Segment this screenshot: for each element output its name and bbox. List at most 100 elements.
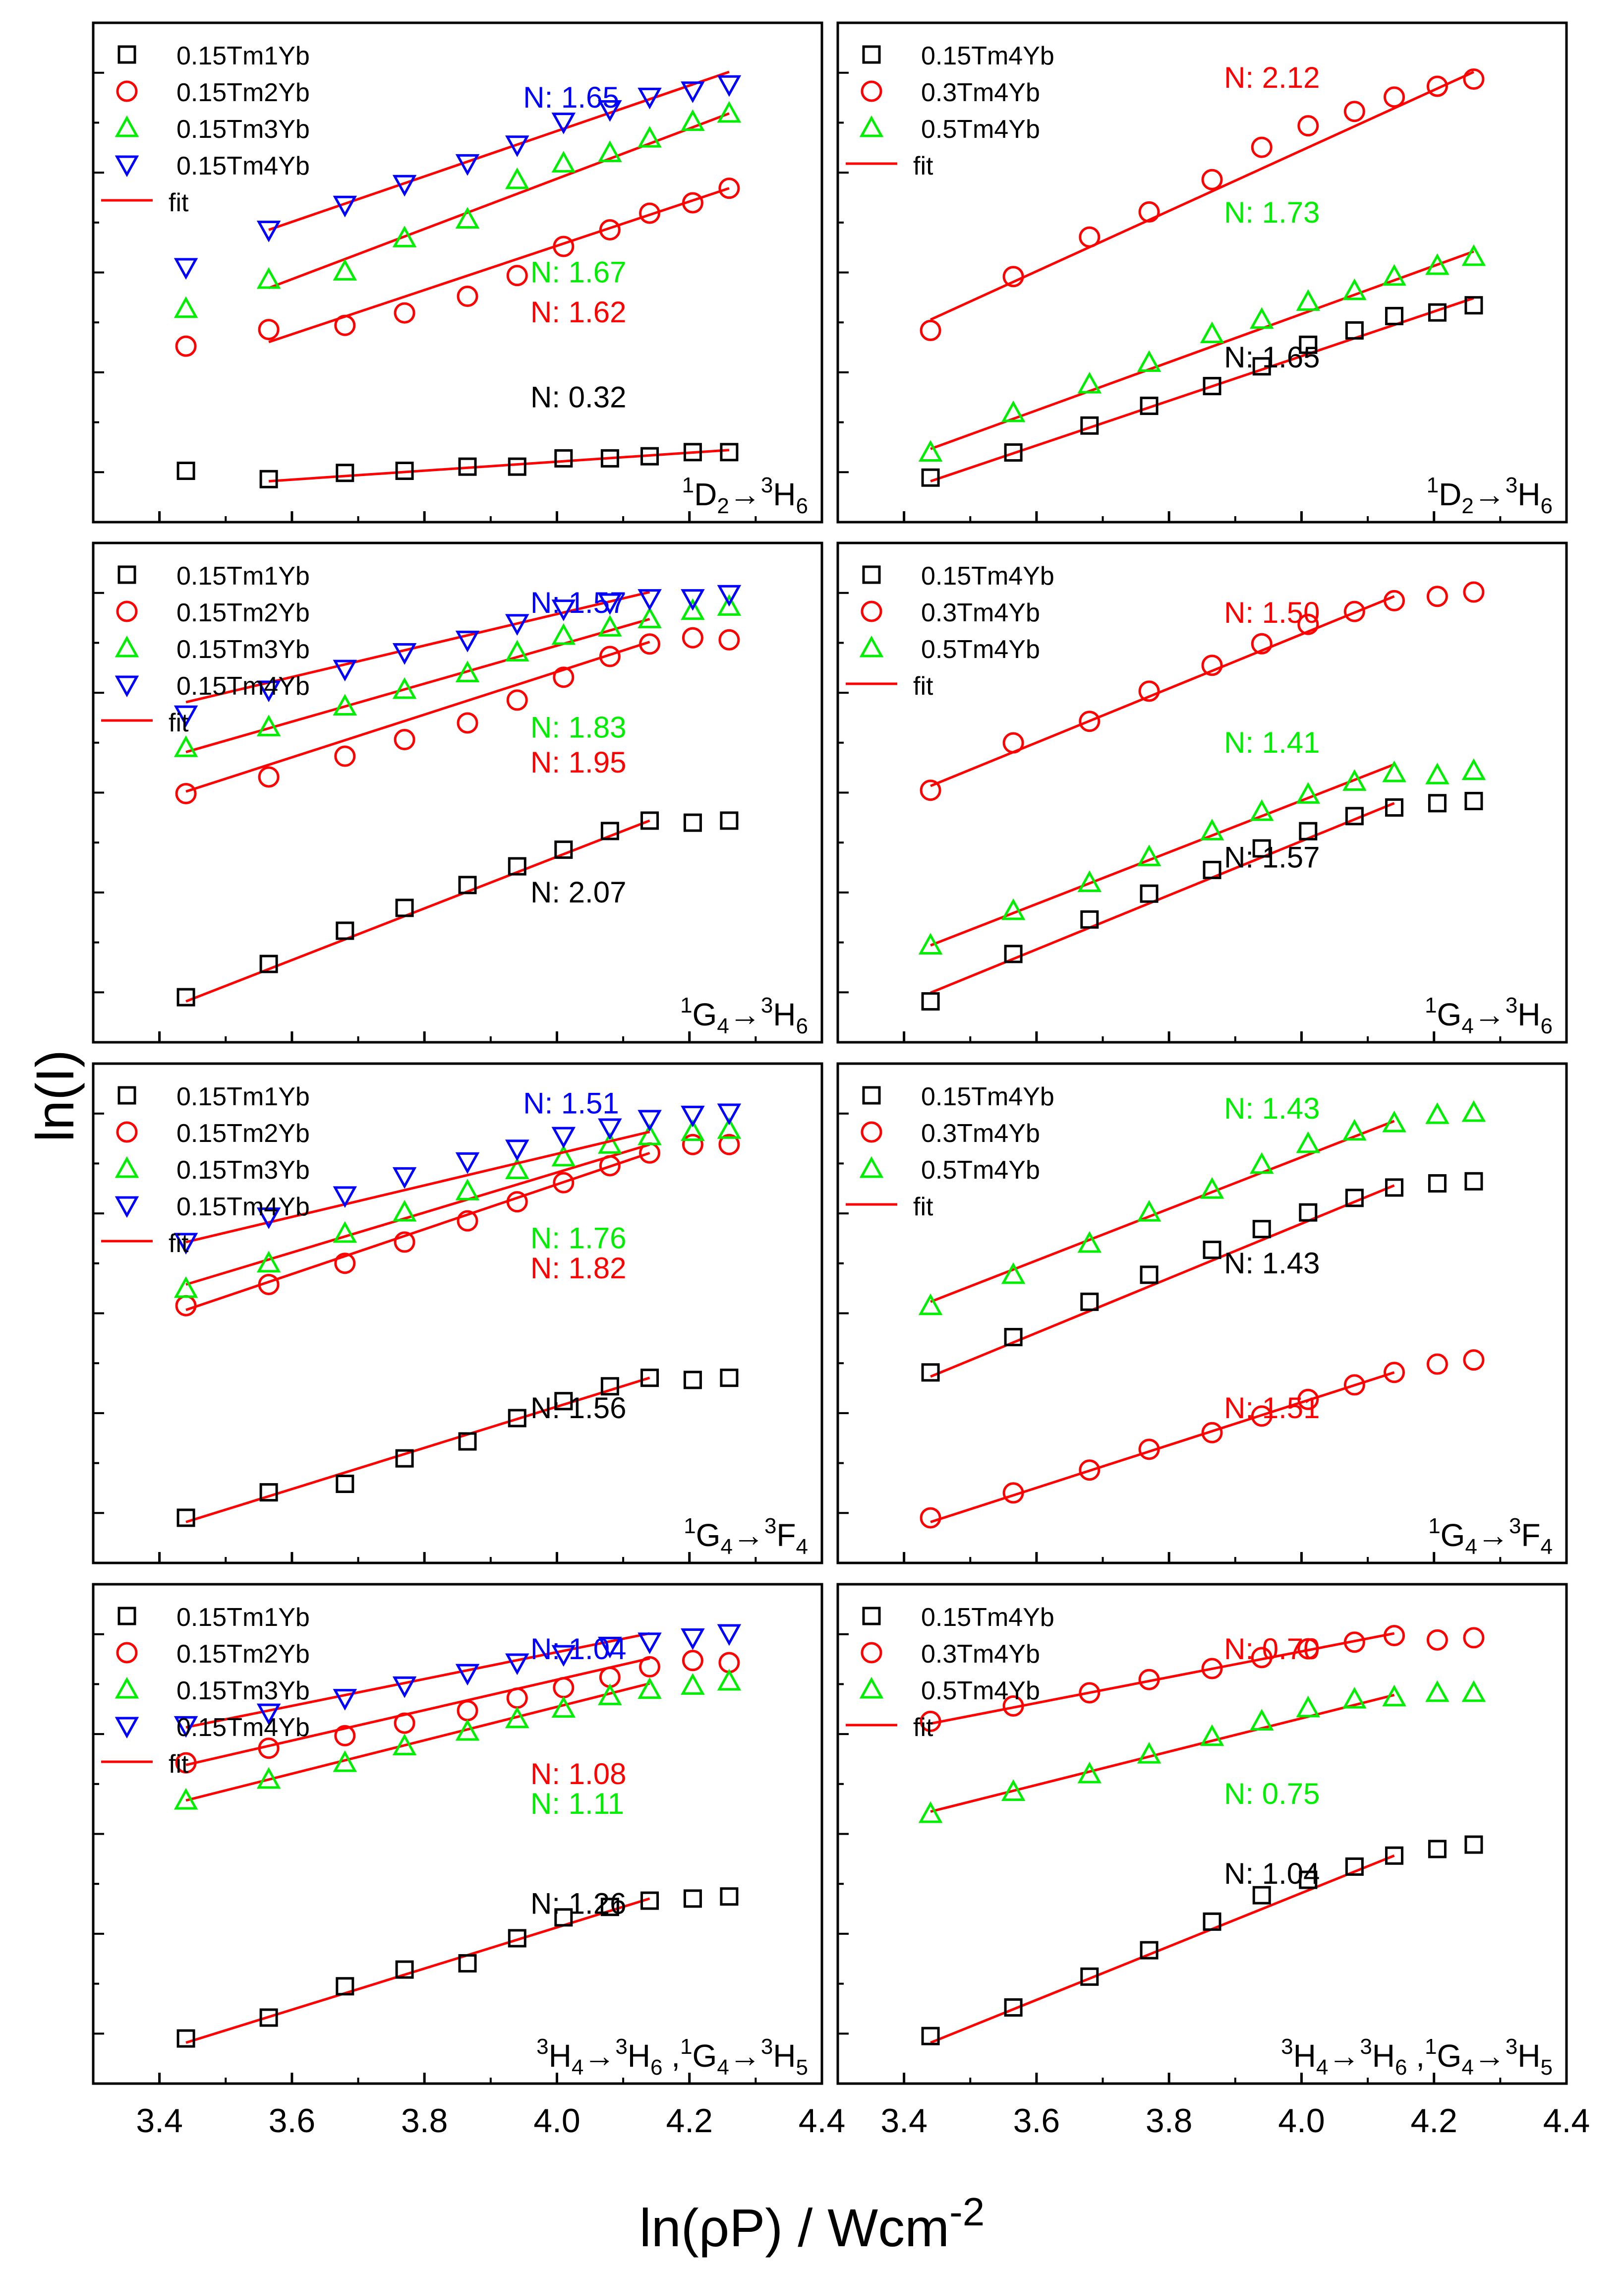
legend-marker-0.3Tm4Yb [861,600,882,622]
x-tick-label: 3.6 [269,2102,316,2140]
legend-label-0.15Tm1Yb: 0.15Tm1Yb [176,562,310,591]
n-label-0.15Tm2Yb: N: 1.95 [530,746,626,779]
data-point-0.15Tm3Yb [455,1719,480,1741]
legend-label-0.15Tm2Yb: 0.15Tm2Yb [176,78,310,107]
data-point-0.15Tm4Yb [1299,1203,1318,1222]
data-point-0.3Tm4Yb [1343,600,1365,622]
fit-line-0.15Tm2Yb [185,1657,650,1766]
data-point-0.15Tm4Yb [1004,945,1023,963]
data-point-0.15Tm4Yb [638,87,662,110]
data-point-0.15Tm1Yb [554,1392,573,1411]
data-point-0.15Tm1Yb [259,1483,278,1502]
data-point-0.15Tm2Yb [175,1295,197,1316]
data-point-0.5Tm4Yb [1001,1262,1026,1284]
data-point-0.15Tm4Yb [921,992,940,1011]
x-tick-label: 3.8 [401,2102,448,2140]
data-point-0.15Tm1Yb [640,447,659,466]
data-point-0.15Tm4Yb [1203,860,1221,879]
legend-label-0.15Tm3Yb: 0.15Tm3Yb [176,1156,310,1185]
data-point-0.15Tm4Yb [1080,1967,1099,1986]
n-label-0.15Tm1Yb: N: 0.32 [530,380,626,414]
fit-line-0.15Tm4Yb [185,591,650,704]
panel-right-3: N: 1.43 N: 1.51 N: 1.43 0.15Tm4Yb 0.3Tm4Yb 0.… [836,1062,1568,1564]
data-point-0.3Tm4Yb [1343,101,1365,122]
data-point-0.3Tm4Yb [1079,226,1101,248]
legend-marker-0.15Tm4Yb [115,1717,139,1739]
n-label-0.15Tm3Yb: N: 1.76 [530,1222,626,1255]
data-point-0.15Tm1Yb [336,921,354,940]
data-point-0.15Tm1Yb [176,462,195,480]
legend-label-0.5Tm4Yb: 0.5Tm4Yb [921,635,1040,664]
data-point-0.15Tm2Yb [639,202,661,224]
transition-label: 1G4→3H6 [1425,993,1553,1038]
fit-line-0.15Tm4Yb [268,70,730,231]
transition-label: 3H4→3H6 ,1G4→3H5 [1281,2034,1553,2080]
data-point-0.15Tm3Yb [392,677,417,699]
data-point-0.15Tm4Yb [681,1628,705,1650]
data-point-0.15Tm2Yb [682,192,703,214]
data-point-0.15Tm1Yb [600,1377,619,1396]
legend-marker-0.15Tm3Yb [115,1156,139,1178]
data-point-0.15Tm4Yb [551,1645,576,1667]
data-point-0.15Tm2Yb [334,745,356,767]
legend-fit-label: fit [169,1750,189,1779]
data-point-0.3Tm4Yb [1426,1353,1448,1375]
data-point-0.15Tm2Yb [599,646,621,667]
data-point-0.15Tm3Yb [638,1123,662,1145]
data-point-0.15Tm2Yb [258,766,280,788]
data-point-0.15Tm1Yb [554,840,573,859]
data-point-0.3Tm4Yb [920,1711,941,1733]
panel-left-4: N: 1.26 N: 1.08N: 1.11 N: 1.04 0.15Tm1Yb 0.1… [92,1583,823,2085]
n-label-0.15Tm2Yb: N: 1.62 [530,296,626,329]
data-point-0.15Tm4Yb [256,680,281,703]
data-point-0.3Tm4Yb [1201,1658,1223,1679]
data-point-0.3Tm4Yb [1079,711,1101,732]
data-point-0.15Tm1Yb [508,457,526,476]
transition-label: 1D2→3H6 [1427,473,1553,518]
fit-line-0.15Tm2Yb [185,641,650,793]
data-point-0.15Tm1Yb [683,443,702,462]
legend-label-0.3Tm4Yb: 0.3Tm4Yb [921,78,1040,107]
n-label-0.15Tm4Yb: N: 1.04 [530,1632,626,1666]
y-axis-label: ln(I) [25,1050,85,1142]
data-point-0.15Tm4Yb [1464,791,1483,810]
data-point-0.5Tm4Yb [918,1293,943,1316]
data-point-0.3Tm4Yb [920,1507,941,1529]
transition-label: 1D2→3H6 [682,473,808,518]
legend-label-0.15Tm4Yb: 0.15Tm4Yb [921,1082,1054,1111]
panel-right-2: N: 1.57 N: 1.50 N: 1.41 0.15Tm4Yb 0.3Tm4Yb 0.… [836,541,1568,1044]
data-point-0.15Tm4Yb [1345,1189,1364,1207]
data-point-0.3Tm4Yb [1079,1682,1101,1704]
data-point-0.15Tm1Yb [176,988,195,1007]
data-point-0.15Tm4Yb [1428,1174,1447,1193]
data-point-0.15Tm3Yb [256,1251,281,1273]
data-point-0.15Tm3Yb [392,226,417,247]
data-point-0.5Tm4Yb [1342,769,1367,791]
legend-label-0.15Tm3Yb: 0.15Tm3Yb [176,115,310,144]
n-label-0.15Tm1Yb: N: 1.26 [530,1887,626,1920]
n-label-0.15Tm1Yb: N: 2.07 [530,876,626,909]
x-tick-label: 4.0 [533,2102,580,2140]
data-point-0.15Tm4Yb [1004,1998,1023,2017]
legend-marker-0.15Tm3Yb [115,1676,139,1699]
legend-fit-label: fit [913,672,933,701]
fit-line-0.15Tm4Yb [930,1854,1395,2044]
fit-line-0.15Tm4Yb [930,1184,1395,1378]
data-point-0.5Tm4Yb [1001,898,1026,920]
legend-label-0.15Tm3Yb: 0.15Tm3Yb [176,635,310,664]
data-point-0.5Tm4Yb [1296,1695,1321,1718]
data-point-0.15Tm3Yb [551,623,576,645]
fit-line-0.3Tm4Yb [930,1371,1395,1523]
data-point-0.15Tm1Yb [683,1371,702,1389]
data-point-0.5Tm4Yb [1296,1131,1321,1153]
data-point-0.5Tm4Yb [1425,763,1450,784]
data-point-0.15Tm4Yb [1345,1857,1364,1876]
panel-right-4: N: 1.04 N: 0.70 N: 0.75 0.15Tm4Yb 0.3Tm4Yb 0.… [836,1583,1568,2085]
legend-marker-0.15Tm4Yb [115,1196,139,1218]
data-point-0.15Tm2Yb [718,178,740,199]
n-label-0.15Tm3Yb: N: 1.67 [530,256,626,289]
data-point-0.15Tm2Yb [506,1687,528,1709]
data-point-0.3Tm4Yb [1343,1374,1365,1396]
legend-label-0.15Tm4Yb: 0.15Tm4Yb [176,152,310,180]
n-label-0.15Tm1Yb: N: 1.56 [530,1391,626,1425]
